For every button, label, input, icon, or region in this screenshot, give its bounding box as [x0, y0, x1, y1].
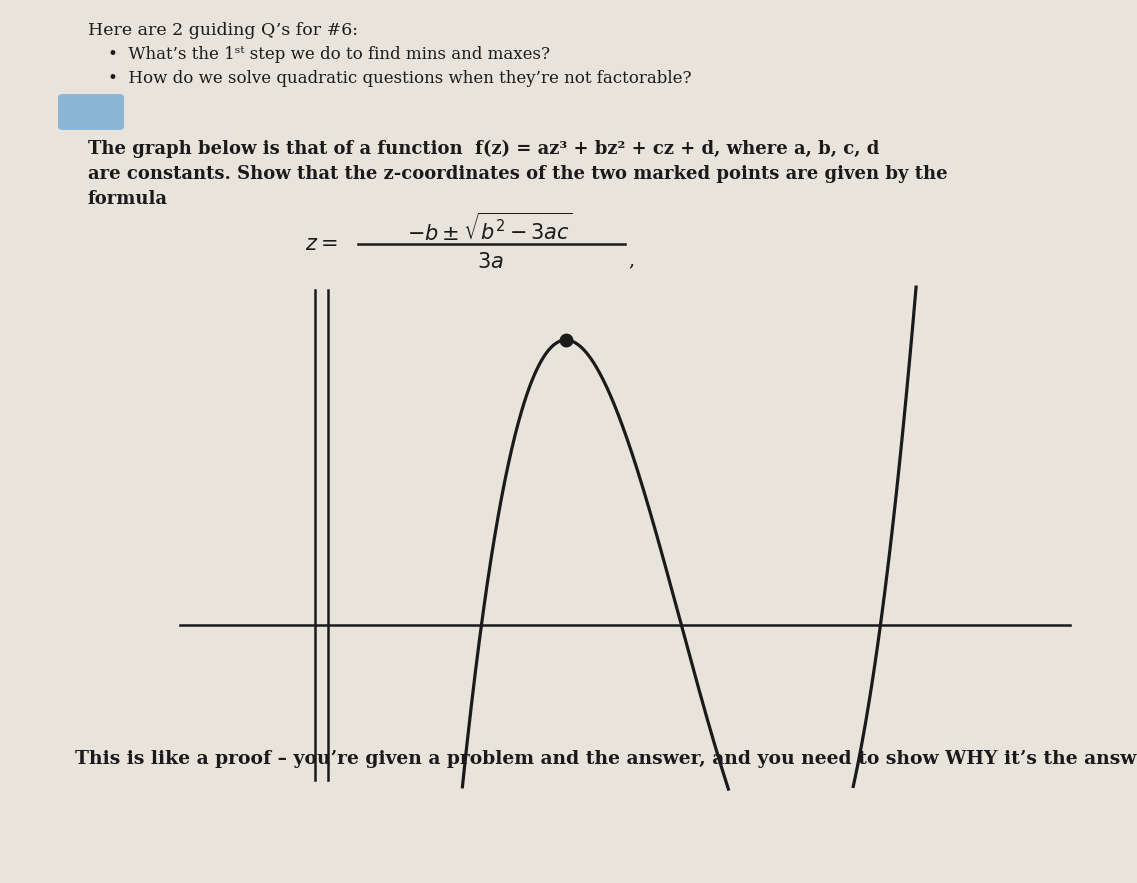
Text: $-b\pm\sqrt{b^{2}-3ac}$: $-b\pm\sqrt{b^{2}-3ac}$ [407, 213, 573, 245]
Text: ,: , [628, 251, 634, 269]
Text: This is like a proof – you’re given a problem and the answer, and you need to sh: This is like a proof – you’re given a pr… [75, 750, 1137, 768]
Text: •  What’s the 1ˢᵗ step we do to find mins and maxes?: • What’s the 1ˢᵗ step we do to find mins… [108, 46, 550, 63]
Text: •  How do we solve quadratic questions when they’re not factorable?: • How do we solve quadratic questions wh… [108, 70, 691, 87]
Text: formula: formula [88, 190, 168, 208]
Text: $z =$: $z =$ [305, 234, 338, 254]
Text: Here are 2 guiding Q’s for #6:: Here are 2 guiding Q’s for #6: [88, 22, 358, 39]
Text: are constants. Show that the z-coordinates of the two marked points are given by: are constants. Show that the z-coordinat… [88, 165, 947, 183]
FancyBboxPatch shape [58, 94, 124, 130]
Text: The graph below is that of a function  f(z) = az³ + bz² + cz + d, where a, b, c,: The graph below is that of a function f(… [88, 140, 879, 158]
Text: $3a$: $3a$ [476, 252, 504, 272]
